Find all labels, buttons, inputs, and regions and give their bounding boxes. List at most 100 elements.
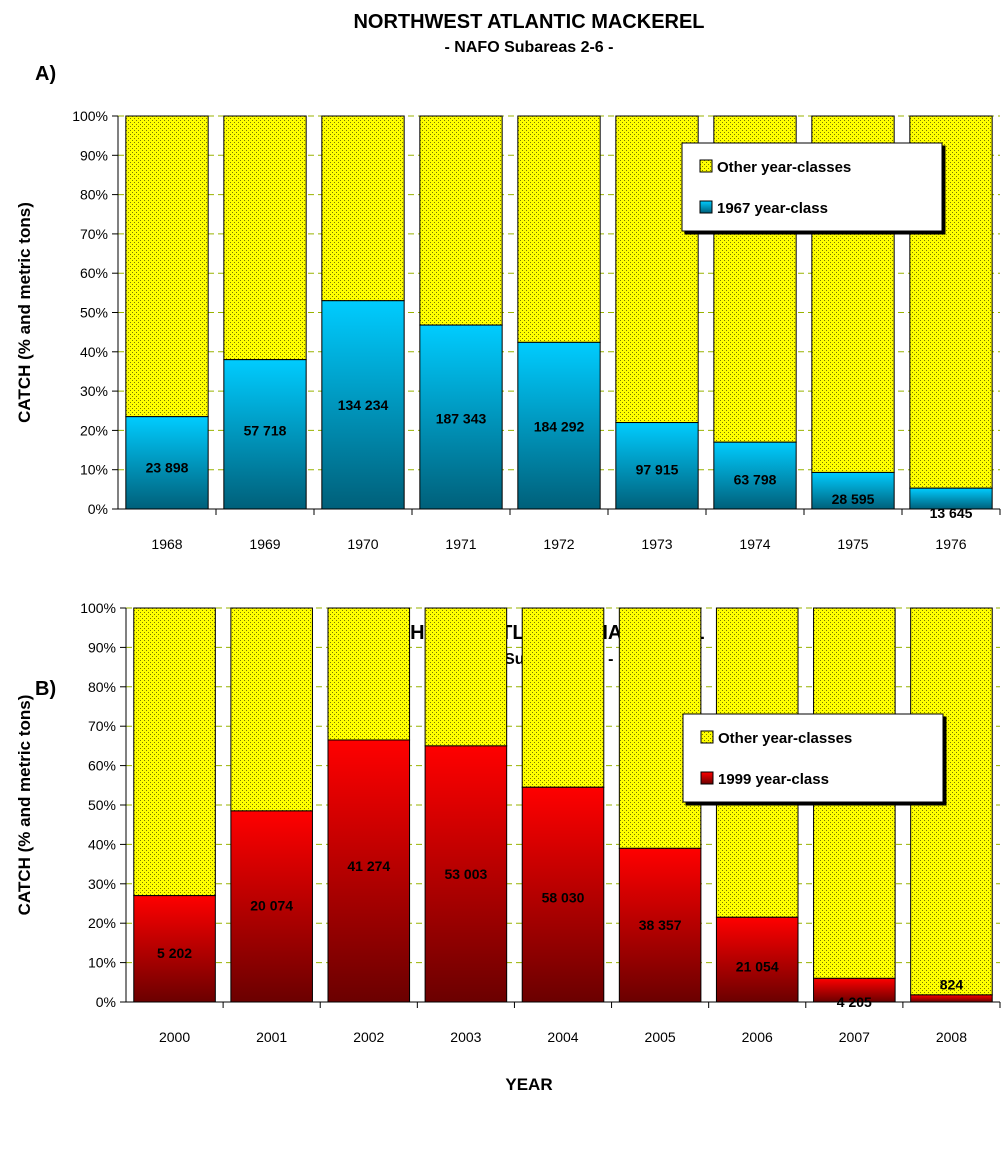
x-tick-label: 1975 [837,536,868,552]
y-tick-label: 20% [80,422,108,438]
y-tick-label: 50% [88,797,116,813]
bar-year-class [327,739,411,1003]
legend-label-year-class: 1999 year-class [718,771,829,788]
bar-year-class [223,359,307,510]
x-tick-label: 2000 [159,1029,190,1045]
bar-other-year-classes [125,115,209,418]
bar-year-class [133,895,216,1003]
x-tick-label: 1971 [445,536,476,552]
x-tick-label: 2007 [839,1029,870,1045]
bar-other-year-classes [419,115,503,326]
y-tick-label: 0% [88,501,108,517]
bar-year-class [517,341,601,510]
legend-swatch-year-class [699,200,713,214]
y-tick-label: 30% [88,876,116,892]
x-tick-label: 2006 [742,1029,773,1045]
data-label: 824 [940,976,964,992]
x-tick-label: 1972 [543,536,574,552]
y-tick-label: 50% [80,305,108,321]
data-label: 134 234 [338,397,389,413]
x-tick-label: 2002 [353,1029,384,1045]
y-tick-label: 30% [80,383,108,399]
legend-swatch-year-class [700,771,714,785]
x-tick-label: 1976 [935,536,966,552]
bar-other-year-classes [133,607,216,897]
legend-label-year-class: 1967 year-class [717,200,828,217]
legend-swatch-other [700,730,714,744]
y-axis-label: CATCH (% and metric tons) [15,695,34,916]
y-tick-label: 80% [88,679,116,695]
bar-other-year-classes [230,607,313,812]
bar-year-class [521,786,605,1003]
y-tick-label: 100% [72,108,108,124]
bar-year-class [813,977,896,1003]
y-tick-label: 10% [88,955,116,971]
data-label: 97 915 [636,462,679,478]
data-label: 187 343 [436,411,487,427]
bar-year-class [715,916,799,1003]
bar-year-class [615,422,699,510]
y-tick-label: 70% [88,718,116,734]
y-tick-label: 90% [80,147,108,163]
x-tick-label: 2001 [256,1029,287,1045]
y-tick-label: 80% [80,187,108,203]
bar-year-class [909,487,993,510]
x-tick-label: 2005 [645,1029,676,1045]
y-tick-label: 60% [80,265,108,281]
x-tick-label: 1968 [151,536,182,552]
bar-other-year-classes [517,115,601,343]
legend-swatch-other [699,159,713,173]
data-label: 4 205 [837,994,872,1010]
data-label: 23 898 [146,460,189,476]
data-label: 58 030 [542,890,585,906]
data-label: 38 357 [639,917,682,933]
y-axis-label: CATCH (% and metric tons) [15,202,34,423]
chart-subtitle: - NAFO Subareas 2-6 - [445,39,614,56]
x-tick-label: 1970 [347,536,378,552]
x-tick-label: 2008 [936,1029,967,1045]
legend-label-other: Other year-classes [717,159,851,176]
bar-year-class [230,810,313,1003]
panel-label: B) [35,678,56,700]
y-tick-label: 60% [88,758,116,774]
data-label: 63 798 [734,472,777,488]
y-tick-label: 90% [88,639,116,655]
data-label: 20 074 [250,897,293,913]
chart-title: NORTHWEST ATLANTIC MACKEREL [353,11,704,33]
x-tick-label: 2004 [547,1029,578,1045]
bar-other-year-classes [321,115,405,302]
y-tick-label: 0% [96,994,116,1010]
legend: Other year-classes 1967 year-class [681,142,943,232]
bar-year-class [910,994,993,1003]
bar-year-class [713,441,797,510]
bar-other-year-classes [327,607,411,741]
bar-year-class [125,416,209,510]
legend-label-other: Other year-classes [718,730,852,747]
y-tick-label: 40% [88,836,116,852]
legend: Other year-classes 1999 year-class [682,713,944,803]
data-label: 53 003 [444,866,487,882]
y-tick-label: 70% [80,226,108,242]
y-tick-label: 40% [80,344,108,360]
data-label: 21 054 [736,959,779,975]
panel-label: A) [35,63,56,85]
data-label: 184 292 [534,418,585,434]
y-tick-label: 10% [80,462,108,478]
x-tick-label: 2003 [450,1029,481,1045]
bar-other-year-classes [424,607,508,747]
bar-year-class [321,300,405,510]
bar-year-class [419,324,503,510]
bar-year-class [424,745,508,1003]
x-tick-label: 1974 [739,536,770,552]
legend-box [682,713,944,803]
chart-panel-a: NORTHWEST ATLANTIC MACKEREL - NAFO Subare… [15,11,1001,552]
y-tick-label: 100% [80,600,116,616]
legend-box [681,142,943,232]
x-axis-label: YEAR [505,1075,552,1094]
data-label: 57 718 [244,422,287,438]
chart-panel-b: NORTHWEST ATLANTIC MACKEREL- NAFO Subare… [15,600,1001,1094]
bar-other-year-classes [521,607,605,788]
bar-year-class [811,471,895,510]
x-tick-label: 1973 [641,536,672,552]
